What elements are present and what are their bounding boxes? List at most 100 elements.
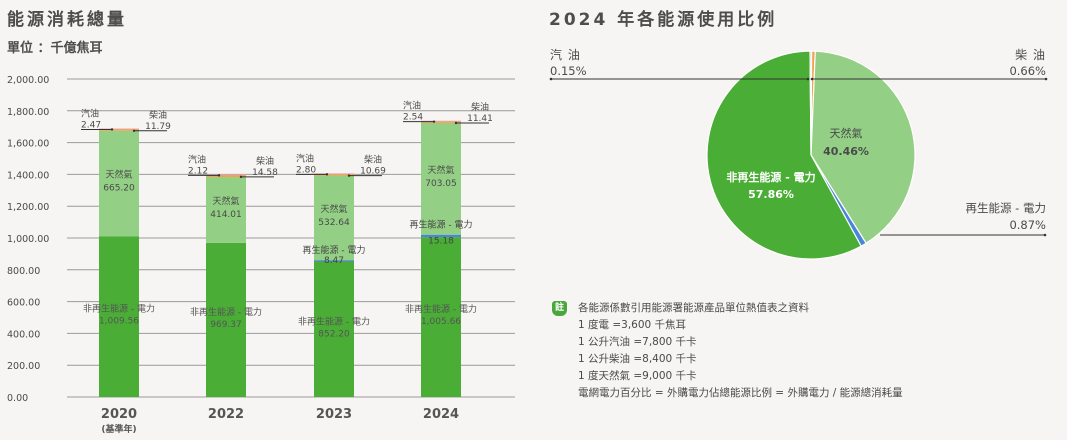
x-category-label: 2023 — [316, 407, 352, 422]
data-label: 1,005.66 — [421, 317, 461, 327]
pie-chart-title: 2024 年各能源使用比例 — [549, 10, 778, 30]
callout-dot — [1044, 77, 1048, 81]
callout-dot — [110, 128, 114, 131]
bar-segment-renewable — [421, 234, 461, 238]
data-label: 852.20 — [318, 329, 350, 339]
energy-consumption-bar-chart: 0.00 200.00 400.00 600.00 800.00 1,000.00 1,20… — [7, 75, 515, 435]
bar-segment-nonrenewable — [421, 237, 461, 397]
series-name-label: 再生能源 - 電力 — [303, 244, 366, 256]
y-tick-label: 1,800.00 — [7, 107, 49, 118]
series-name-label: 柴油 — [256, 155, 274, 167]
bar-segment-diesel — [314, 173, 354, 176]
y-tick-label: 2,000.00 — [7, 75, 49, 86]
pie-slice-nonrenewable — [706, 50, 862, 260]
series-name-label: 非再生能源 - 電力 — [405, 303, 477, 315]
bar-segment-gasoline — [99, 128, 139, 130]
callout-dot — [1043, 233, 1047, 237]
bar-segment-natural_gas — [99, 130, 139, 237]
bar-segment-natural_gas — [206, 177, 246, 243]
data-label: 11.41 — [467, 114, 493, 124]
series-name-label: 非再生能源 - 電力 — [83, 303, 155, 315]
data-label: 414.01 — [210, 210, 242, 220]
y-tick-label: 400.00 — [7, 329, 40, 340]
series-name-label: 天然氣 — [427, 164, 454, 176]
pie-slice-natural_gas — [810, 50, 916, 245]
bar-segment-nonrenewable — [206, 242, 246, 397]
pie-callout-name: 柴 油 — [1015, 48, 1046, 62]
pie-callout-value: 0.87% — [1009, 218, 1046, 232]
bar-segment-renewable — [314, 260, 354, 262]
pie-label-value: 40.46% — [823, 145, 869, 158]
bar-chart-unit: 單位 ：千億焦耳 — [7, 41, 103, 56]
y-tick-label: 600.00 — [7, 298, 40, 309]
series-name-label: 再生能源 - 電力 — [410, 219, 473, 231]
note-lines: 各能源係數引用能源署能源產品單位熱值表之資料 1 度電 =3,600 千焦耳 1… — [578, 300, 903, 402]
data-label: 14.58 — [252, 168, 278, 178]
series-name-label: 天然氣 — [212, 195, 239, 207]
notes-section: 註 各能源係數引用能源署能源產品單位熱值表之資料 1 度電 =3,600 千焦耳… — [552, 300, 903, 402]
data-label: 15.18 — [428, 237, 454, 247]
note-line: 1 公升柴油 =8,400 千卡 — [578, 353, 697, 365]
series-name-label: 天然氣 — [105, 169, 132, 181]
x-category-sublabel: (基準年) — [101, 423, 136, 435]
pie-callout-name: 汽 油 — [550, 47, 581, 62]
callout-dot — [325, 173, 329, 176]
data-label: 2.54 — [403, 113, 423, 123]
series-name-label: 天然氣 — [320, 203, 347, 215]
series-name-label: 汽油 — [81, 107, 99, 119]
bar-segment-diesel — [206, 174, 246, 178]
bar-segment-diesel — [421, 121, 461, 123]
pie-label-name: 非再生能源 - 電力 — [726, 170, 815, 184]
y-tick-label: 800.00 — [7, 266, 40, 277]
note-line: 1 度天然氣 =9,000 千卡 — [578, 370, 697, 382]
callout-dot — [454, 121, 458, 125]
callout-dot — [217, 174, 221, 177]
data-label: 2.12 — [188, 166, 208, 176]
pie-callout-value: 0.66% — [1009, 64, 1046, 78]
data-label: 8.47 — [324, 256, 344, 266]
data-label: 1,009.56 — [99, 317, 139, 327]
series-name-label: 柴油 — [149, 109, 167, 121]
data-label: 11.79 — [145, 122, 171, 132]
callout-dot — [347, 174, 351, 177]
note-line: 各能源係數引用能源署能源產品單位熱值表之資料 — [578, 302, 809, 314]
y-tick-label: 1,600.00 — [7, 139, 49, 150]
bar-segment-natural_gas — [421, 122, 461, 235]
callout-dot — [806, 77, 810, 81]
y-tick-label: 200.00 — [7, 361, 40, 372]
bar-segment-nonrenewable — [314, 261, 354, 397]
data-label: 665.20 — [103, 184, 135, 194]
series-name-label: 非再生能源 - 電力 — [190, 306, 262, 318]
callout-dot — [432, 120, 436, 123]
x-category-label: 2022 — [208, 407, 244, 422]
data-label: 2.80 — [296, 165, 316, 175]
bar-segment-gasoline — [421, 120, 461, 122]
bar-segment-diesel — [99, 128, 139, 131]
energy-share-pie-chart: 天然氣 40.46% 非再生能源 - 電力 57.86% 汽 油 0.15% 柴 油 0.66… — [549, 47, 1048, 260]
bar-chart-title: 能源消耗總量 — [7, 10, 127, 30]
data-label: 969.37 — [210, 320, 242, 330]
note-line: 1 公升汽油 =7,800 千卡 — [578, 336, 697, 348]
series-name-label: 柴油 — [364, 154, 382, 166]
series-name-label: 汽油 — [188, 153, 206, 165]
pie-slice-gasoline — [809, 50, 813, 156]
data-label: 532.64 — [318, 218, 350, 228]
y-tick-label: 1,400.00 — [7, 170, 49, 181]
callout-dot — [810, 77, 814, 81]
series-name-label: 柴油 — [471, 101, 489, 113]
callout-dot — [549, 77, 553, 81]
bar-segment-natural_gas — [314, 175, 354, 261]
pie-label-name: 天然氣 — [830, 126, 863, 140]
series-name-label: 汽油 — [403, 100, 421, 112]
y-tick-label: 1,200.00 — [7, 202, 49, 213]
bar-segment-gasoline — [206, 174, 246, 176]
data-label: 2.47 — [81, 120, 101, 130]
x-category-label: 2024 — [423, 407, 459, 422]
pie-label-value: 57.86% — [748, 188, 794, 201]
series-name-label: 非再生能源 - 電力 — [298, 315, 370, 327]
y-tick-label: 0.00 — [7, 393, 28, 404]
callout-dot — [239, 175, 243, 179]
y-tick-label: 1,000.00 — [7, 234, 49, 245]
callout-dot — [132, 129, 136, 132]
pie-callout-name: 再生能源 - 電力 — [966, 201, 1046, 215]
